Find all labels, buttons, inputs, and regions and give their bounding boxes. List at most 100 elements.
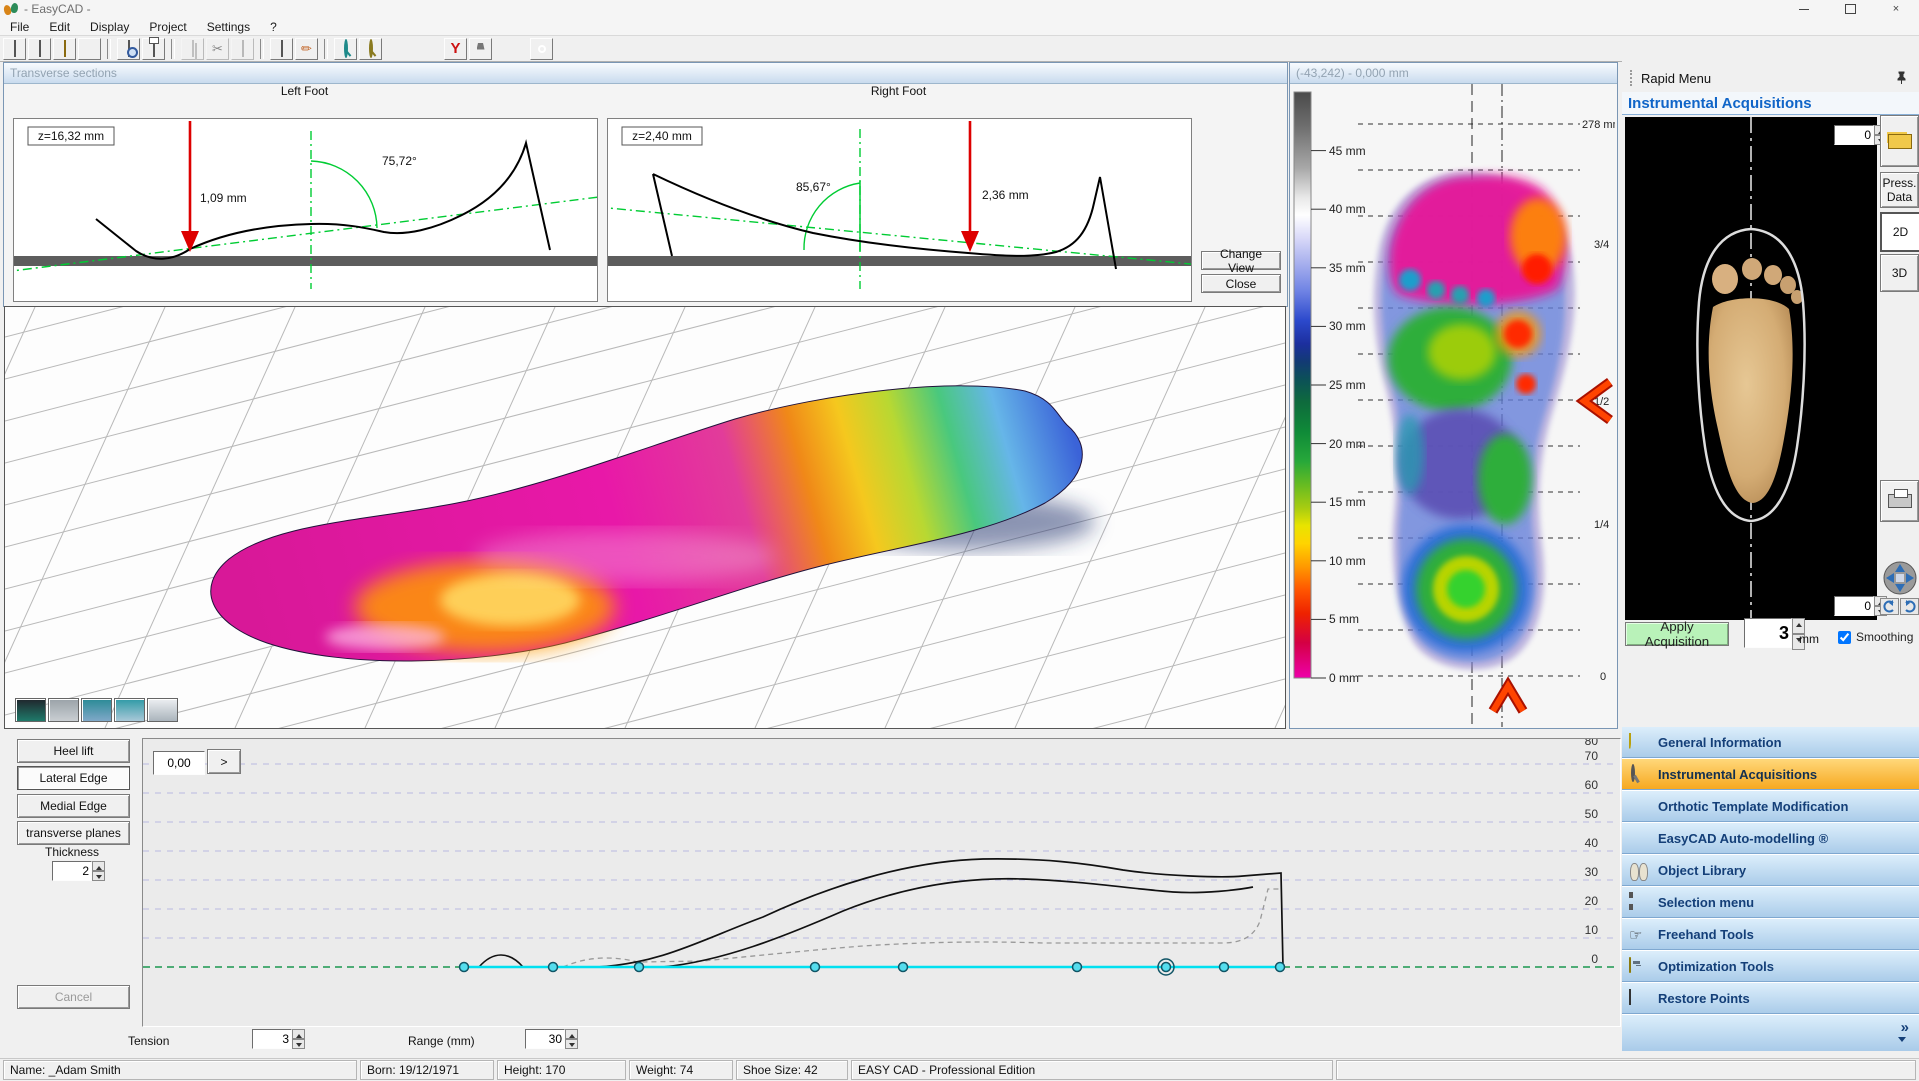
range-spinner[interactable] <box>525 1029 578 1049</box>
medial-edge-button[interactable]: Medial Edge <box>17 794 130 818</box>
acquisition-key-right-button[interactable] <box>359 37 382 60</box>
insert-image-button[interactable] <box>270 37 293 60</box>
thickness-value[interactable] <box>52 861 92 881</box>
spinner-arrows[interactable] <box>292 1029 305 1049</box>
view-preset-thumbnail[interactable] <box>15 698 46 722</box>
save-button[interactable] <box>78 37 101 60</box>
heel-lift-button[interactable]: Heel lift <box>17 739 130 763</box>
insoles-icon <box>1629 862 1649 881</box>
pressure-data-button[interactable]: Press. Data <box>1880 172 1919 208</box>
menu-project[interactable]: Project <box>149 19 187 34</box>
more-chevron-icon[interactable]: » <box>1900 1019 1909 1036</box>
height-marker-arrowhead <box>961 231 979 252</box>
reference-profile-curve <box>562 888 1281 968</box>
record-power-button[interactable] <box>530 37 553 60</box>
apply-acquisition-button[interactable]: Apply Acquisition <box>1625 619 1729 649</box>
view-preset-thumbnail[interactable] <box>81 698 112 722</box>
profile-graph-panel[interactable]: 80 70 60 50 40 30 20 10 0 > <box>142 734 1621 1027</box>
pressure-map-canvas: 45 mm 40 mm 35 mm 30 mm 25 mm 20 mm 15 m… <box>1293 84 1622 727</box>
menu-settings[interactable]: Settings <box>206 19 251 34</box>
pencil-tool-button[interactable]: ✏ <box>295 37 318 60</box>
print-button[interactable] <box>142 37 165 60</box>
acquisition-key-left-button[interactable] <box>334 37 357 60</box>
open-folder-button[interactable] <box>53 37 76 60</box>
status-patient-name: Name: _Adam Smith <box>3 1060 357 1080</box>
load-acquisition-button[interactable] <box>1880 115 1919 167</box>
view-preset-thumbnail[interactable] <box>48 698 79 722</box>
spinner-arrows[interactable] <box>1792 618 1805 650</box>
pressure-panel-titlebar[interactable]: (-43,242) - 0,000 mm <box>1290 63 1617 84</box>
spinner-arrows[interactable] <box>565 1029 578 1049</box>
accordion-item-restore-points[interactable]: Restore Points <box>1622 983 1919 1015</box>
angle-value: 85,67° <box>796 180 831 194</box>
rotation-value-bottom[interactable] <box>1834 596 1874 616</box>
accordion-item-optimization-tools[interactable]: Optimization Tools <box>1622 951 1919 983</box>
accordion-item-freehand-tools[interactable]: ☞ Freehand Tools <box>1622 919 1919 951</box>
axis-bottom-arrow[interactable] <box>1488 676 1528 714</box>
accordion-item-object-library[interactable]: Object Library <box>1622 855 1919 887</box>
change-view-button[interactable]: Change View <box>1201 247 1281 275</box>
range-value[interactable] <box>525 1029 565 1049</box>
foot-scan-photo[interactable] <box>1625 117 1877 620</box>
height-value: 1,09 mm <box>200 191 247 205</box>
menu-display[interactable]: Display <box>90 19 130 34</box>
menu-help[interactable]: ? <box>270 19 277 34</box>
print-acquisition-button[interactable] <box>1880 480 1919 522</box>
menu-file[interactable]: File <box>10 19 30 34</box>
menu-edit[interactable]: Edit <box>49 19 71 34</box>
accordion-item-selection-menu[interactable]: Selection menu <box>1622 887 1919 919</box>
insole-3d-view[interactable] <box>0 6 1466 1010</box>
spinner-arrows[interactable] <box>92 861 105 881</box>
profile-offset-field[interactable] <box>153 751 205 775</box>
print-preview-button[interactable] <box>117 37 140 60</box>
colorbar-ticks <box>1311 150 1326 679</box>
view-2d-button[interactable]: 2D <box>1880 212 1919 252</box>
view-3d-button[interactable]: 3D <box>1880 254 1919 292</box>
thickness-spinner[interactable] <box>52 861 105 881</box>
smoothing-checkbox[interactable] <box>1838 630 1851 644</box>
transverse-sections-titlebar[interactable]: Transverse sections <box>4 63 1287 84</box>
offset-spinner[interactable] <box>1744 618 1805 650</box>
rotation-value-top[interactable] <box>1834 125 1874 145</box>
file-cabinet-button[interactable] <box>28 37 51 60</box>
accordion-item-general-information[interactable]: General Information <box>1622 727 1919 759</box>
toolbar: ✂ ✏ Y <box>0 36 1919 62</box>
tension-value[interactable] <box>252 1029 292 1049</box>
pin-icon[interactable] <box>1895 71 1909 85</box>
close-view-button[interactable]: Close <box>1201 274 1281 293</box>
minimize-button[interactable] <box>1781 0 1827 18</box>
rotate-left-button[interactable] <box>1880 598 1899 615</box>
pan-control[interactable] <box>1882 560 1918 596</box>
accordion-item-orthotic-template-modification[interactable]: Orthotic Template Modification <box>1622 791 1919 823</box>
close-icon: × <box>1892 3 1900 15</box>
close-button[interactable]: × <box>1873 0 1919 18</box>
insole-outline <box>1696 227 1806 523</box>
midline-marker-arrow[interactable] <box>1575 377 1613 425</box>
drag-grip-icon[interactable] <box>1630 70 1635 86</box>
tension-spinner[interactable] <box>252 1029 305 1049</box>
accordion-item-easycad-auto-modelling[interactable]: EasyCAD Auto-modelling ® <box>1622 823 1919 855</box>
pressure-data-label: Data <box>1886 190 1913 204</box>
offset-value[interactable] <box>1744 618 1792 648</box>
svg-text:50: 50 <box>1585 807 1599 821</box>
new-document-button[interactable] <box>3 37 26 60</box>
instrument-icon <box>1631 763 1635 782</box>
expand-button[interactable]: > <box>207 749 241 774</box>
measure-fork-button[interactable]: Y <box>444 37 467 60</box>
svg-text:3/4: 3/4 <box>1594 239 1609 251</box>
insole-3d-model[interactable] <box>210 385 1095 662</box>
caret-down-icon[interactable] <box>1898 1037 1906 1046</box>
z-value: z=2,40 mm <box>632 129 692 143</box>
view-preset-thumbnail[interactable] <box>114 698 145 722</box>
transverse-sections-title: Transverse sections <box>10 66 117 80</box>
view-preset-thumbnail[interactable] <box>147 698 178 722</box>
lateral-edge-button[interactable]: Lateral Edge <box>17 766 130 790</box>
stamp-tool-button[interactable] <box>469 37 492 60</box>
transverse-planes-button[interactable]: transverse planes <box>17 821 130 845</box>
maximize-button[interactable] <box>1827 0 1873 18</box>
rotate-right-button[interactable] <box>1900 598 1919 615</box>
edit-control-points[interactable] <box>458 958 1286 976</box>
pressure-heatmap-foot <box>1373 171 1575 670</box>
toe <box>1791 290 1803 304</box>
accordion-item-instrumental-acquisitions[interactable]: Instrumental Acquisitions <box>1622 759 1919 791</box>
